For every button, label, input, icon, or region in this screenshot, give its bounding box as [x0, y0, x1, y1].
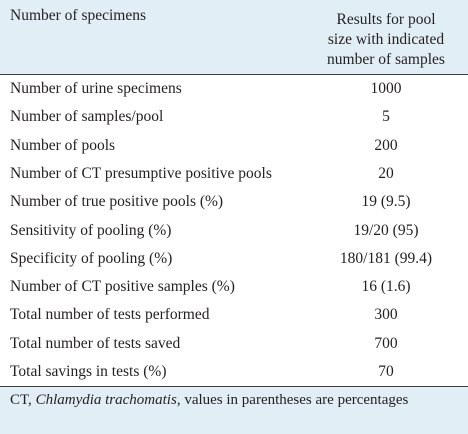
table-row: Number of CT positive samples (%) 16 (1.… — [0, 273, 468, 301]
row-value: 70 — [378, 363, 394, 380]
column-header-results: Results for pool size with indicated num… — [307, 10, 465, 70]
row-value: 19 (9.5) — [361, 193, 411, 211]
column-header-results-line-2: size with indicated — [327, 31, 445, 48]
row-value: 300 — [374, 306, 398, 324]
row-label: Number of urine specimens — [10, 80, 182, 97]
footnote-rest: , values in parentheses are percentages — [176, 392, 409, 408]
row-label: Total savings in tests (%) — [10, 363, 167, 380]
row-label: Total number of tests saved — [10, 334, 181, 352]
column-header-specimens: Number of specimens — [10, 7, 147, 24]
table-row: Number of CT presumptive positive pools … — [0, 160, 468, 188]
row-label: Total number of tests performed — [10, 306, 210, 324]
row-label: Number of CT positive samples (%) — [10, 278, 235, 296]
row-value: 19/20 (95) — [353, 221, 419, 239]
row-label: Sensitivity of pooling (%) — [10, 221, 172, 239]
row-label: Number of CT presumptive positive pools — [10, 164, 272, 182]
table-row: Number of urine specimens 1000 — [0, 75, 468, 103]
table-row: Number of pools 200 — [0, 132, 468, 160]
row-value: 16 (1.6) — [361, 278, 411, 296]
table-row: Total savings in tests (%) 70 — [0, 358, 468, 386]
row-label: Number of true positive pools (%) — [10, 193, 224, 211]
row-label: Number of pools — [10, 136, 116, 154]
table-row: Total number of tests saved 700 — [0, 330, 468, 358]
row-value: 700 — [374, 334, 398, 352]
footnote-abbreviation: CT, — [10, 392, 36, 408]
row-label: Number of samples/pool — [10, 108, 164, 126]
table-row: Sensitivity of pooling (%) 19/20 (95) — [0, 217, 468, 245]
row-value: 200 — [374, 136, 398, 154]
row-value: 180/181 (99.4) — [339, 249, 433, 267]
row-label: Specificity of pooling (%) — [10, 249, 173, 267]
table-header: Number of specimens Results for pool siz… — [0, 0, 468, 75]
row-value: 20 — [378, 164, 394, 182]
column-header-results-line-1: Results for pool — [336, 11, 436, 28]
footnote-organism: Chlamydia trachomatis — [35, 392, 177, 408]
table-row: Specificity of pooling (%) 180/181 (99.4… — [0, 245, 468, 273]
row-value: 1000 — [370, 80, 402, 97]
table-body: Number of urine specimens 1000 Number of… — [0, 75, 468, 386]
table-footnote: CT, Chlamydia trachomatis, values in par… — [0, 386, 468, 434]
column-header-results-line-3: number of samples — [327, 51, 445, 68]
table-row: Number of samples/pool 5 — [0, 103, 468, 131]
table-row: Total number of tests performed 300 — [0, 301, 468, 329]
table-row: Number of true positive pools (%) 19 (9.… — [0, 188, 468, 216]
row-value: 5 — [382, 108, 390, 126]
